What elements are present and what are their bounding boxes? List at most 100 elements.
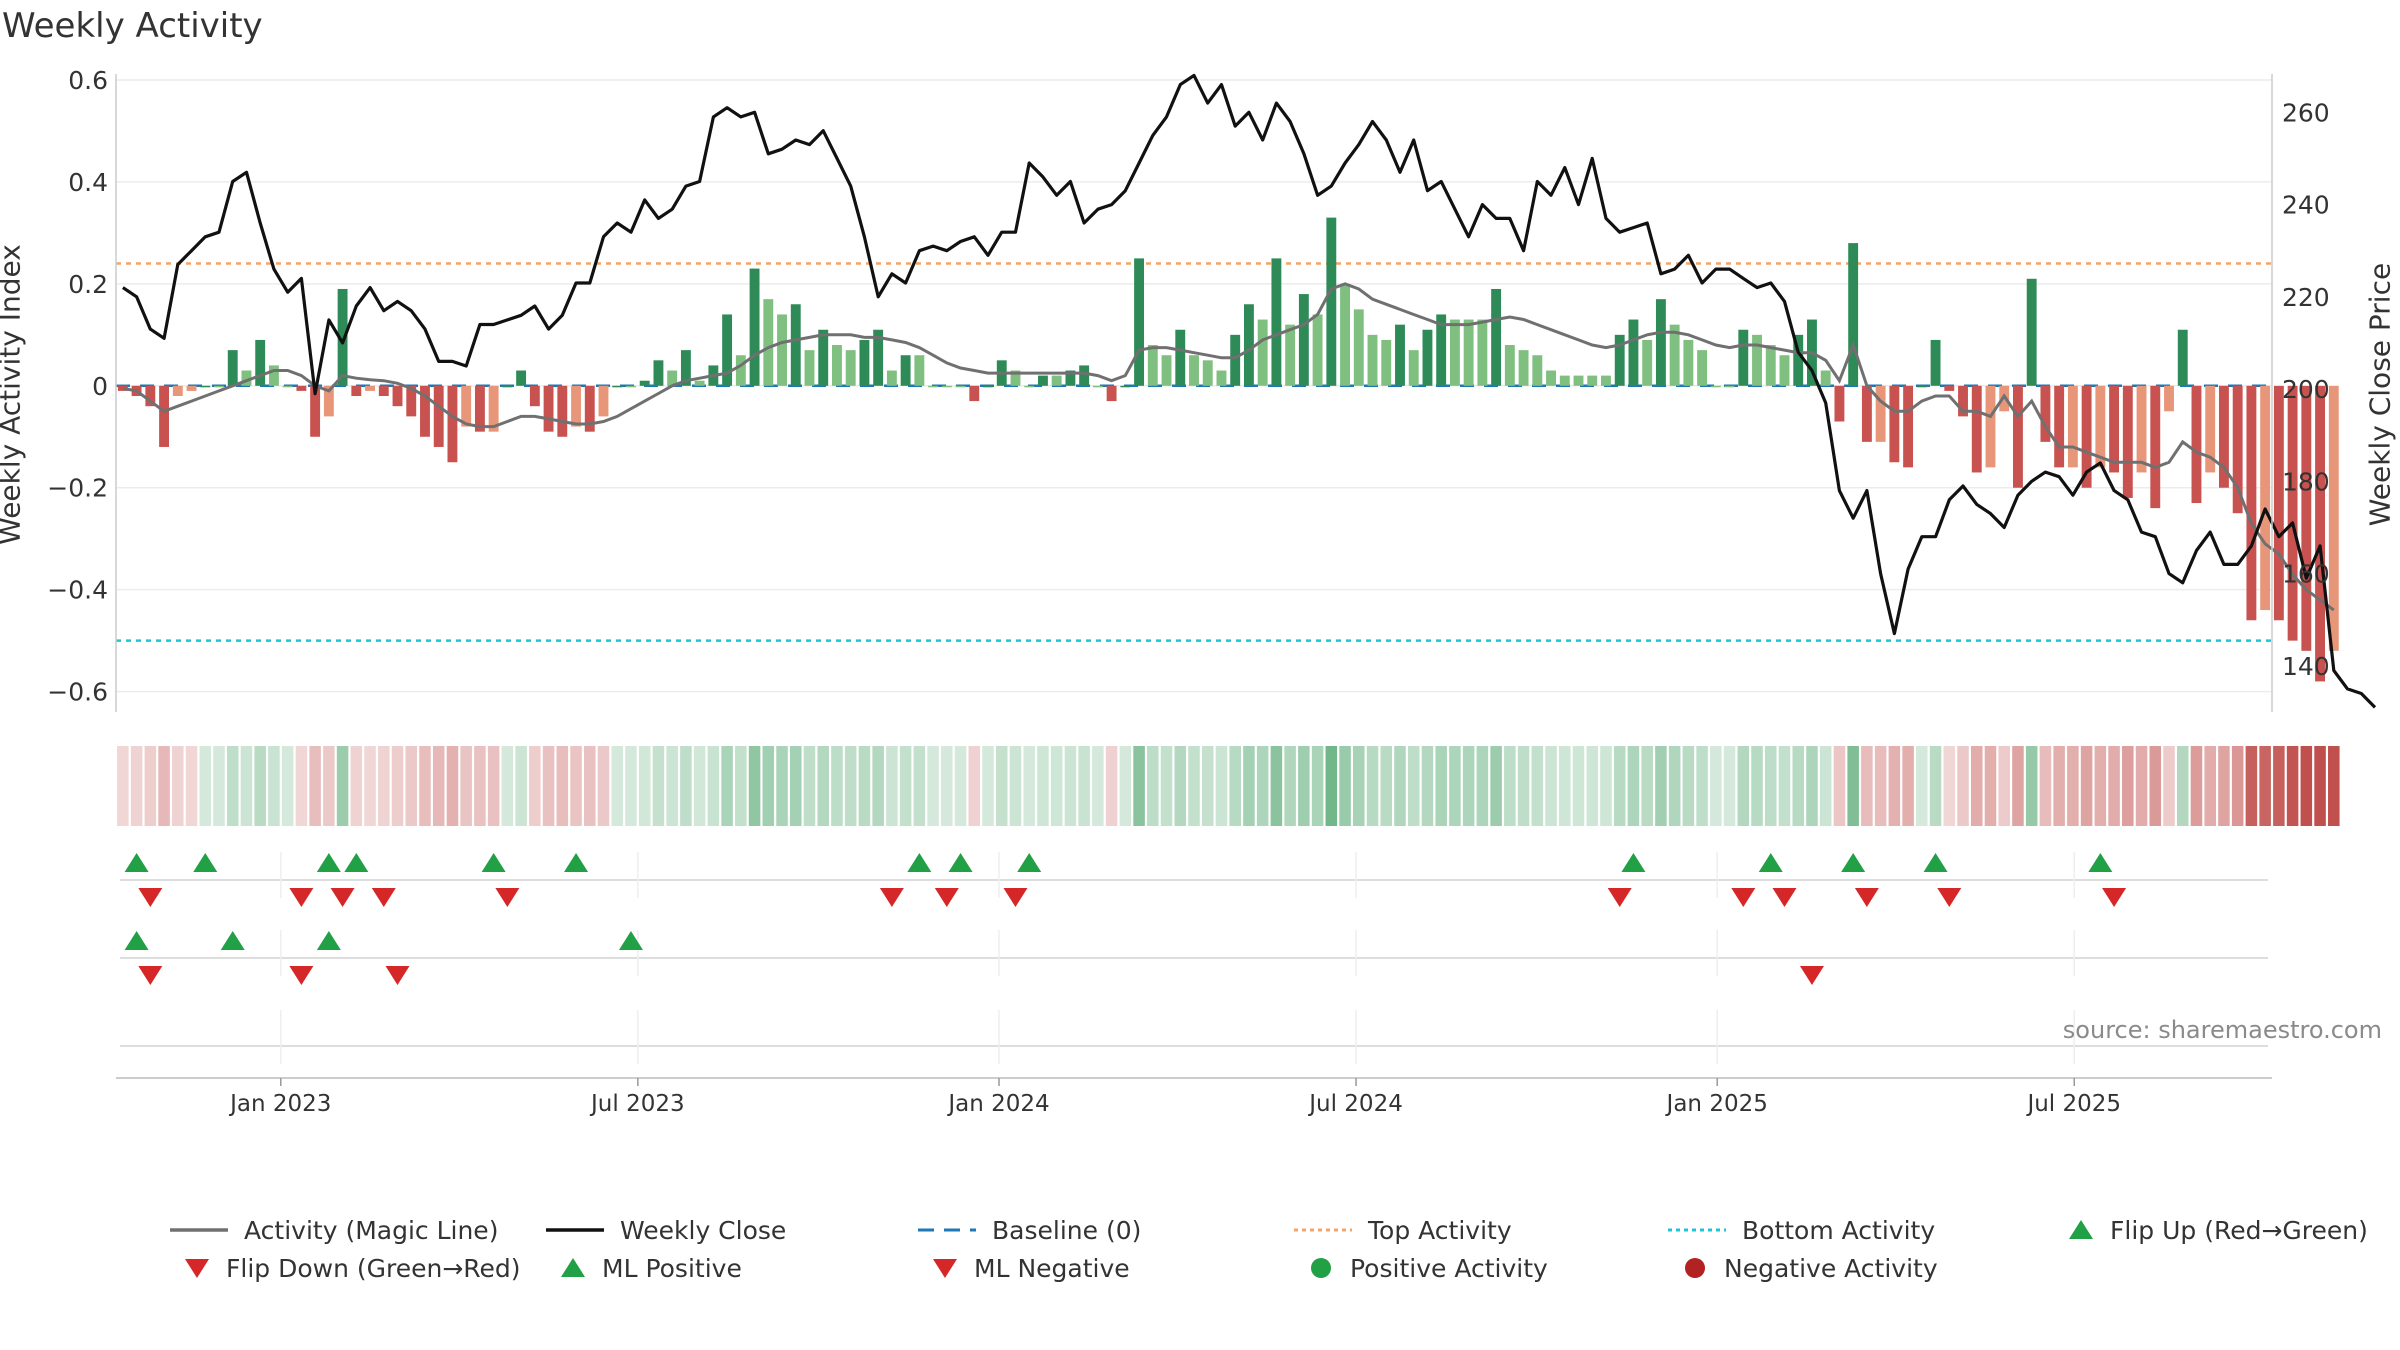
heat-strip-cell <box>1421 746 1434 826</box>
activity-bar <box>241 370 252 386</box>
activity-bar <box>626 385 636 388</box>
heat-strip-cell <box>1366 746 1379 826</box>
heat-strip-cell <box>419 746 431 826</box>
activity-bar <box>516 370 527 386</box>
activity-bar <box>1724 385 1735 388</box>
heat-strip-cell <box>625 746 637 826</box>
activity-bar <box>680 350 691 386</box>
heat-strip-cell <box>1449 746 1461 826</box>
activity-bar <box>2164 385 2174 412</box>
activity-bar <box>571 385 581 427</box>
heat-strip-cell <box>391 746 404 826</box>
heat-strip-cell <box>1339 746 1351 826</box>
heat-strip-cell <box>1874 746 1887 826</box>
activity-bar <box>447 385 458 463</box>
heat-strip-cell <box>1119 746 1132 826</box>
heat-strip-cell <box>1078 746 1090 826</box>
activity-bar <box>1257 319 1268 386</box>
heat-strip-cell <box>913 746 926 826</box>
activity-bar <box>296 385 307 391</box>
y2-tick-label: 200 <box>2282 375 2330 404</box>
heat-strip-cell <box>295 746 308 826</box>
activity-bar <box>1573 375 1584 386</box>
heat-strip-cell <box>1133 746 1145 826</box>
heat-strip-cell <box>323 746 335 826</box>
heat-strip-cell <box>254 746 266 826</box>
heat-strip-cell <box>117 746 129 826</box>
heat-strip-cell <box>2218 746 2230 826</box>
heat-strip-cell <box>1682 746 1695 826</box>
heat-strip-cell <box>2259 746 2271 826</box>
activity-bar <box>886 370 897 386</box>
x-axis: Jan 2023 Jul 2023 Jan 2024 Jul 2024 Jan 2025… <box>116 1077 2272 1117</box>
activity-bar <box>1669 324 1680 386</box>
flip-down-marker <box>495 888 520 907</box>
y-tick-label: −0.4 <box>47 576 108 605</box>
heat-strip-cell <box>1943 746 1956 826</box>
x-tick-label: Jan 2023 <box>228 1091 331 1117</box>
activity-bar <box>1491 288 1502 386</box>
y2-tick-label: 140 <box>2282 652 2330 681</box>
heat-strip-cell <box>652 746 665 826</box>
flip-down-marker <box>2102 888 2127 907</box>
activity-bar <box>1202 360 1213 386</box>
legend-label: Positive Activity <box>1350 1253 1548 1283</box>
activity-bar <box>2136 385 2147 473</box>
activity-bar <box>598 385 609 417</box>
heat-strip-cell <box>680 746 692 826</box>
heat-strip-cell <box>2163 746 2175 826</box>
flip-up-marker <box>344 853 369 872</box>
flip-up-marker <box>2088 853 2113 872</box>
activity-bar <box>667 370 678 386</box>
y2-tick-label: 180 <box>2282 467 2330 496</box>
legend-item: Weekly Close <box>544 1212 786 1248</box>
heat-strip-cell <box>570 746 582 826</box>
activity-bar <box>227 350 238 386</box>
flip-up-marker <box>1758 853 1783 872</box>
activity-bar <box>873 329 884 386</box>
heat-strip-cell <box>1394 746 1406 826</box>
heat-strip-cell <box>1696 746 1708 826</box>
heat-strip-cell <box>2122 746 2134 826</box>
activity-bar <box>639 380 650 386</box>
heat-strip-cell <box>2204 746 2216 826</box>
activity-bar <box>777 314 787 386</box>
legend-swatch <box>1311 1258 1331 1278</box>
y-tick-label: −0.2 <box>47 474 108 503</box>
heat-strip-cell <box>1174 746 1187 826</box>
heat-strip-cell <box>1462 746 1475 826</box>
activity-bar <box>1024 385 1035 388</box>
heat-strip-cell <box>1407 746 1420 826</box>
activity-bar <box>2218 385 2229 488</box>
heat-strip-cell <box>954 746 967 826</box>
activity-bar <box>1779 355 1790 386</box>
heat-strip-cell <box>1009 746 1022 826</box>
flip-up-marker <box>564 853 589 872</box>
heat-strip-cell <box>748 746 761 826</box>
activity-bar <box>928 385 939 388</box>
flip-up-marker <box>316 853 341 872</box>
heat-strip-cell <box>1298 746 1310 826</box>
activity-bar <box>1930 339 1941 386</box>
activity-bar <box>1271 258 1282 386</box>
legend-item: Activity (Magic Line) <box>168 1212 498 1248</box>
activity-bar <box>378 385 389 396</box>
heat-strip-cell <box>1861 746 1873 826</box>
activity-bar <box>2013 385 2023 488</box>
activity-bar <box>1985 385 1996 468</box>
x-tick-label: Jan 2024 <box>946 1091 1049 1117</box>
heat-strip-cell <box>1531 746 1544 826</box>
legend-swatch <box>561 1258 585 1277</box>
heat-strip-cell <box>1778 746 1791 826</box>
heat-strip-cell <box>1737 746 1750 826</box>
activity-bar <box>2177 329 2188 386</box>
legend-label: ML Negative <box>974 1253 1130 1283</box>
heat-strip-cell <box>2300 746 2313 826</box>
heat-strip-cell <box>405 746 418 826</box>
y2-tick-label: 240 <box>2282 191 2330 220</box>
legend-swatch <box>1685 1258 1705 1278</box>
activity-bar <box>955 385 966 388</box>
heat-strip-cell <box>1050 746 1063 826</box>
activity-bar <box>488 385 499 432</box>
flip-up-marker <box>618 931 643 950</box>
